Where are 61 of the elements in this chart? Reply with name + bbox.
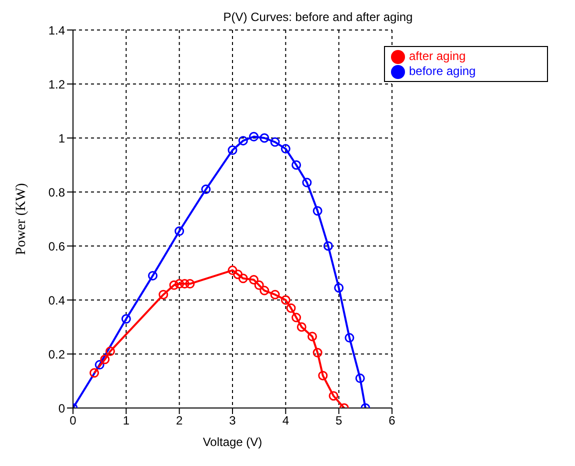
- point: [318, 370, 328, 380]
- y-tick-label: 0: [58, 401, 66, 416]
- point: [100, 354, 110, 364]
- legend-label: before aging: [409, 64, 476, 78]
- point: [334, 283, 344, 293]
- y-tick-label: 0.6: [48, 239, 66, 254]
- y-tick-label: 1: [58, 131, 66, 146]
- y-tick-label: 1.4: [48, 23, 66, 38]
- point: [312, 206, 322, 216]
- point: [158, 290, 168, 300]
- point: [302, 178, 312, 188]
- point: [280, 144, 290, 154]
- point: [344, 333, 354, 343]
- point: [121, 314, 131, 324]
- point: [94, 360, 104, 370]
- point: [90, 368, 100, 378]
- point: [169, 280, 179, 290]
- point: [148, 270, 158, 280]
- point: [286, 303, 296, 313]
- point: [185, 279, 195, 289]
- x-tick-label: 0: [70, 414, 77, 428]
- point: [105, 346, 115, 356]
- point: [174, 279, 184, 289]
- point: [328, 391, 338, 401]
- x-tick-label: 1: [122, 414, 130, 428]
- x-tick-label: 6: [388, 414, 396, 428]
- y-tick-label: 0.4: [48, 293, 66, 308]
- x-tick-label: 3: [229, 414, 236, 428]
- point: [270, 137, 280, 147]
- x-tick-label: 5: [335, 414, 342, 428]
- y-axis-title: Power (KW): [14, 182, 29, 255]
- point: [228, 145, 238, 155]
- x-axis-title: Voltage (V): [202, 435, 262, 449]
- point: [260, 133, 270, 143]
- point: [270, 290, 280, 300]
- y-tick-label: 0.2: [48, 347, 66, 362]
- point: [254, 280, 264, 290]
- point: [312, 348, 322, 358]
- point: [260, 286, 270, 296]
- point: [308, 332, 317, 342]
- point: [249, 275, 259, 284]
- point: [296, 322, 306, 332]
- legend-label: after aging: [409, 49, 466, 63]
- y-tick-label: 1.2: [48, 77, 66, 92]
- point: [355, 374, 365, 384]
- x-tick-label: 4: [282, 414, 290, 428]
- point: [201, 184, 211, 194]
- point: [180, 279, 190, 289]
- point: [292, 160, 302, 170]
- point: [323, 241, 333, 251]
- x-tick-label: 2: [176, 414, 183, 428]
- point: [228, 266, 238, 276]
- point: [238, 136, 248, 146]
- point: [292, 312, 302, 322]
- point: [174, 226, 184, 236]
- point: [249, 132, 259, 142]
- point: [233, 270, 243, 280]
- y-tick-label: 0.8: [48, 185, 66, 200]
- point: [238, 274, 248, 284]
- point: [280, 295, 290, 305]
- chart-title: P(V) Curves: before and after aging: [222, 10, 414, 24]
